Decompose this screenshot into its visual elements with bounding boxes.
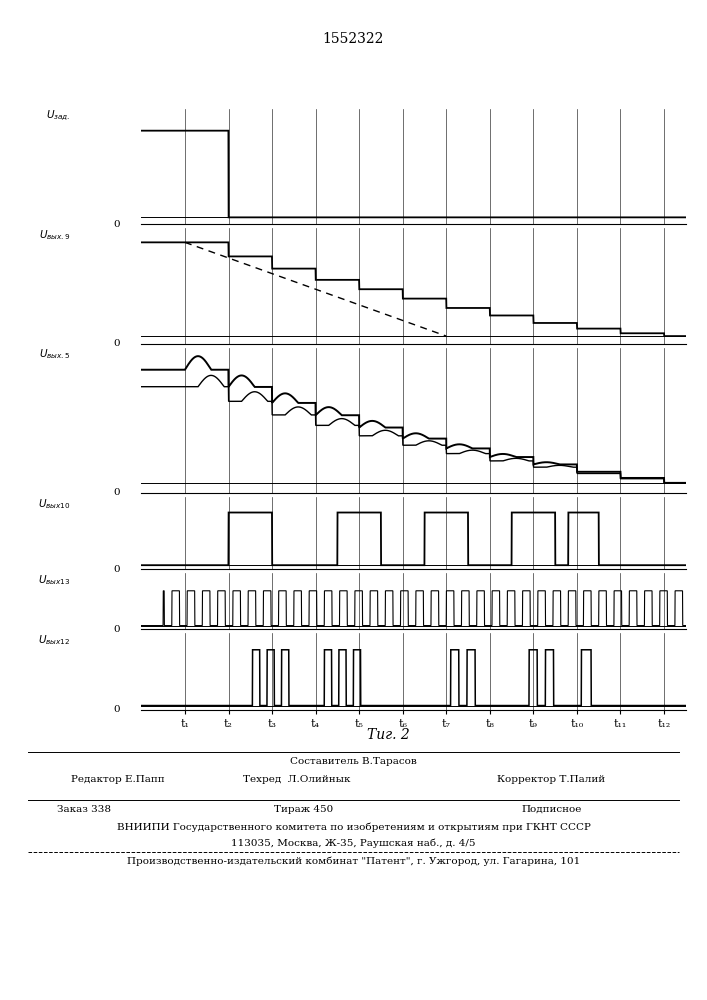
Text: 113035, Москва, Ж-35, Раушская наб., д. 4/5: 113035, Москва, Ж-35, Раушская наб., д. … (231, 839, 476, 848)
Text: $U_{зад.}$: $U_{зад.}$ (46, 109, 71, 123)
Text: $U_{вых13}$: $U_{вых13}$ (38, 573, 71, 587)
Text: ВНИИПИ Государственного комитета по изобретениям и открытиям при ГКНТ СССР: ВНИИПИ Государственного комитета по изоб… (117, 822, 590, 831)
Text: Составитель В.Тарасов: Составитель В.Тарасов (290, 757, 417, 766)
Text: 0: 0 (113, 625, 119, 634)
Text: $U_{вых12}$: $U_{вых12}$ (38, 633, 71, 647)
Text: $U_{вых.5}$: $U_{вых.5}$ (39, 348, 71, 361)
Text: $U_{вых.9}$: $U_{вых.9}$ (39, 228, 71, 242)
Text: 0: 0 (113, 220, 119, 229)
Text: Редактор Е.Папп: Редактор Е.Папп (71, 775, 164, 784)
Text: Техред  Л.Олийнык: Техред Л.Олийнык (243, 775, 351, 784)
Text: Подписное: Подписное (521, 805, 582, 814)
Text: $U_{вых10}$: $U_{вых10}$ (38, 497, 71, 511)
Text: 1552322: 1552322 (323, 32, 384, 46)
Text: 0: 0 (113, 339, 119, 348)
Text: Τиг. 2: Τиг. 2 (368, 728, 410, 742)
Text: 0: 0 (113, 488, 119, 497)
Text: 0: 0 (113, 565, 119, 574)
Text: Тираж 450: Тираж 450 (274, 805, 334, 814)
Text: Корректор Т.Палий: Корректор Т.Палий (498, 775, 605, 784)
Text: 0: 0 (113, 706, 119, 714)
Text: Заказ 338: Заказ 338 (57, 805, 110, 814)
Text: Производственно-издательский комбинат "Патент", г. Ужгород, ул. Гагарина, 101: Производственно-издательский комбинат "П… (127, 857, 580, 866)
